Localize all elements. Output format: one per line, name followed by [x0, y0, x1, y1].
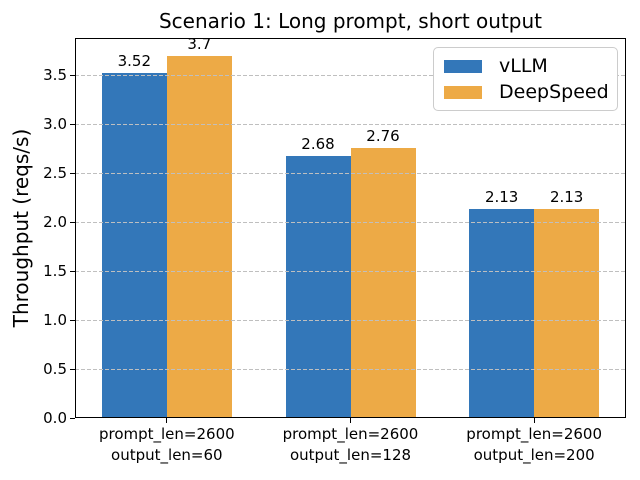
y-tick-label: 0.0 — [43, 409, 67, 427]
bar-deepspeed — [534, 209, 600, 418]
y-tick-label: 3.0 — [43, 115, 67, 134]
legend-label: vLLM — [499, 55, 548, 77]
legend-swatch-icon — [444, 85, 482, 99]
bar-value-label: 3.52 — [117, 52, 152, 71]
bar-value-label: 3.7 — [187, 34, 212, 53]
legend: vLLM DeepSpeed — [433, 47, 618, 111]
y-tick-mark — [70, 417, 75, 419]
chart-title: Scenario 1: Long prompt, short output — [158, 9, 543, 33]
legend-swatch-icon — [444, 59, 482, 73]
y-tick-mark — [70, 270, 75, 272]
bar-deepspeed — [166, 55, 232, 418]
x-tick-mark — [533, 418, 535, 423]
legend-label: DeepSpeed — [499, 81, 609, 103]
y-gridline — [75, 319, 626, 321]
bar-deepspeed — [350, 147, 416, 418]
y-tick-mark — [70, 74, 75, 76]
y-gridline — [75, 172, 626, 174]
y-gridline — [75, 221, 626, 223]
bar-value-label: 2.13 — [549, 188, 584, 207]
legend-entry-deepspeed: DeepSpeed — [444, 81, 609, 103]
y-tick-mark — [70, 123, 75, 125]
y-gridline — [75, 368, 626, 370]
bar-vllm — [285, 155, 351, 418]
bar-value-label: 2.76 — [366, 126, 400, 145]
y-tick-mark — [70, 221, 75, 223]
y-tick-label: 0.5 — [43, 360, 67, 379]
y-tick-mark — [70, 172, 75, 174]
y-gridline — [75, 123, 626, 125]
x-tick-mark — [350, 418, 351, 423]
bar-value-label: 2.13 — [484, 188, 519, 207]
y-tick-mark — [70, 319, 75, 321]
y-tick-mark — [70, 368, 75, 370]
y-gridline — [75, 270, 626, 272]
y-tick-label: 2.0 — [43, 213, 67, 232]
bar-vllm — [469, 209, 535, 418]
legend-entry-vllm: vLLM — [444, 55, 607, 77]
x-tick-label: prompt_len=2600 output_len=200 — [466, 425, 602, 464]
x-tick-label: prompt_len=2600 output_len=128 — [282, 425, 419, 464]
bar-value-label: 2.68 — [301, 134, 335, 153]
y-tick-label: 1.5 — [43, 262, 67, 281]
y-gridline — [75, 74, 626, 76]
y-tick-label: 2.5 — [43, 164, 67, 183]
y-tick-label: 1.0 — [43, 311, 67, 330]
bar-vllm — [101, 73, 167, 418]
x-tick-label: prompt_len=2600 output_len=60 — [98, 425, 235, 464]
x-tick-mark — [166, 418, 168, 423]
y-tick-label: 3.5 — [43, 66, 67, 85]
